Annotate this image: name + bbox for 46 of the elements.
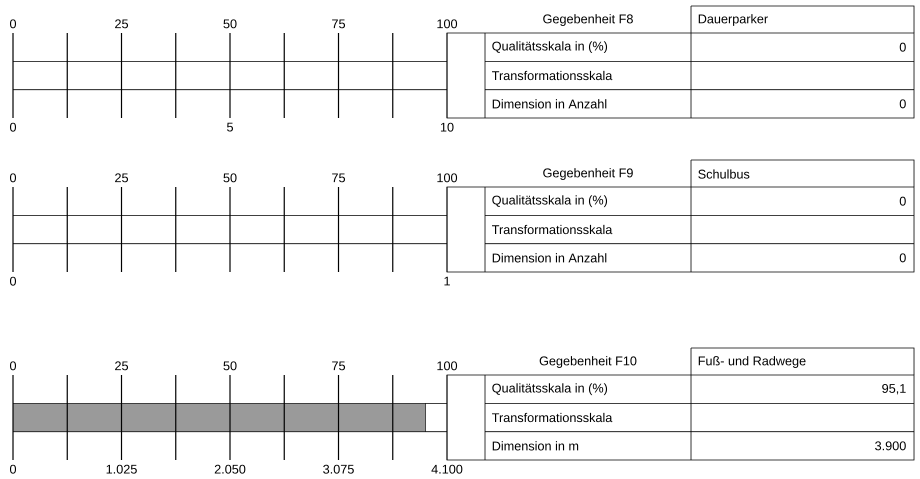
- text: Transformationsskala: [492, 224, 612, 234]
- x2-tick-label: 0: [10, 122, 16, 132]
- x-tick-label: 0: [10, 19, 16, 28]
- x2-tick-label: 1: [444, 276, 450, 286]
- x-tick-label: 0: [10, 173, 16, 182]
- text: 95,1: [882, 384, 906, 394]
- x-tick-label: 50: [223, 361, 237, 370]
- text: 0: [900, 196, 906, 206]
- text: 0: [900, 42, 906, 52]
- x2-tick-label: 1.025: [106, 464, 137, 474]
- x-tick-label: 75: [332, 173, 346, 182]
- text: Dimension in Anzahl: [492, 253, 606, 262]
- text: 0: [900, 99, 906, 108]
- text: Qualitätsskala in (%): [492, 195, 608, 208]
- x-tick-label: 0: [10, 361, 16, 370]
- text: 0: [900, 253, 906, 262]
- text: Fuß- und Radwege: [698, 356, 806, 368]
- x-tick-label: 100: [437, 19, 458, 28]
- text: 3.900: [875, 441, 906, 450]
- x-tick-label: 75: [332, 19, 346, 28]
- x2-tick-label: 2.050: [214, 464, 246, 474]
- text: Qualitätsskala in (%): [492, 383, 608, 396]
- x-tick-label: 25: [115, 173, 128, 182]
- x2-tick-label: 10: [440, 122, 454, 132]
- x-tick-label: 100: [437, 173, 458, 182]
- text: Schulbus: [698, 169, 750, 179]
- x2-tick-label: 0: [10, 464, 16, 474]
- x-tick-label: 75: [332, 361, 346, 370]
- text: Transformationsskala: [492, 70, 612, 80]
- x2-tick-label: 4.100: [431, 464, 462, 474]
- text: Gegebenheit F10: [540, 356, 636, 368]
- x2-tick-label: 3.075: [323, 464, 354, 474]
- text: Gegebenheit F8: [543, 14, 633, 26]
- text: Transformationsskala: [492, 412, 612, 422]
- text: Gegebenheit F9: [543, 168, 633, 180]
- x2-tick-label: 0: [10, 276, 16, 286]
- text: Qualitätsskala in (%): [492, 41, 608, 54]
- text: Dimension in m: [492, 441, 578, 450]
- x-tick-label: 100: [437, 361, 458, 370]
- text: Dimension in Anzahl: [492, 99, 606, 108]
- text: Dauerparker: [698, 14, 768, 26]
- x-tick-label: 50: [223, 173, 237, 182]
- x-tick-label: 50: [223, 19, 237, 28]
- x2-tick-label: 5: [226, 122, 234, 132]
- x-tick-label: 25: [115, 361, 128, 370]
- x-tick-label: 25: [115, 19, 128, 28]
